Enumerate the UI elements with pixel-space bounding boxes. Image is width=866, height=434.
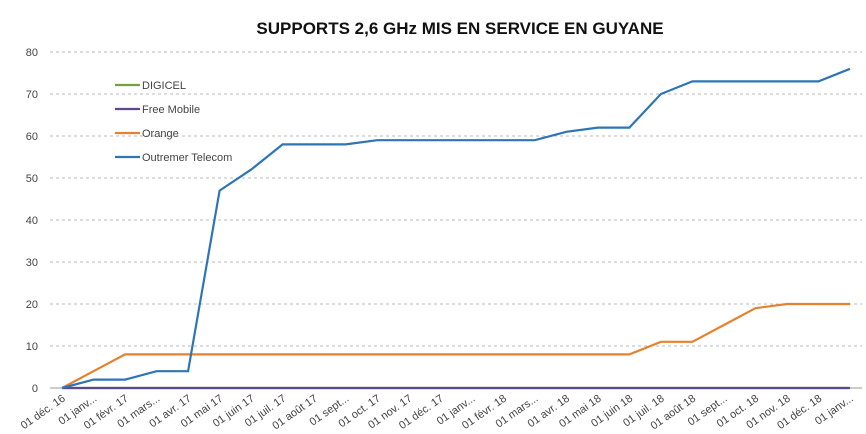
y-tick-label: 10 (26, 341, 38, 353)
y-tick-label: 60 (26, 131, 38, 143)
y-tick-label: 70 (26, 89, 38, 101)
legend-label: DIGICEL (142, 80, 186, 92)
y-tick-label: 50 (26, 173, 38, 185)
legend-label: Orange (142, 128, 179, 140)
x-tick-label: 01 déc. 16 (19, 393, 68, 432)
legend-label: Free Mobile (142, 104, 200, 116)
series-line (61, 67, 851, 390)
y-tick-label: 40 (26, 215, 38, 227)
y-tick-label: 20 (26, 299, 38, 311)
y-tick-label: 80 (26, 47, 38, 59)
chart-title: SUPPORTS 2,6 GHz MIS EN SERVICE EN GUYAN… (256, 19, 663, 38)
y-tick-label: 0 (32, 383, 38, 395)
legend-label: Outremer Telecom (142, 152, 232, 164)
series-line (61, 302, 850, 389)
y-tick-label: 30 (26, 257, 38, 269)
